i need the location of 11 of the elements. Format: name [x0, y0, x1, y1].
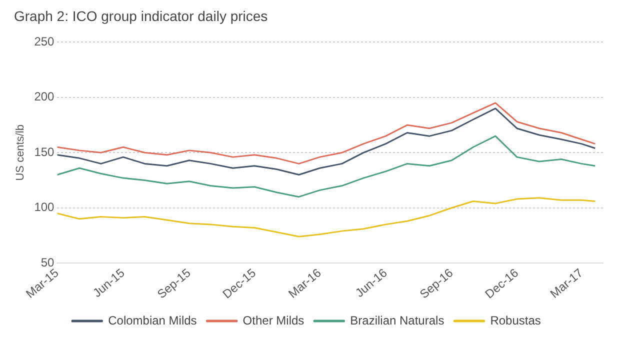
legend-label: Robustas — [490, 313, 541, 328]
legend-label: Brazilian Naturals — [350, 313, 444, 328]
y-tick-label: 200 — [34, 90, 55, 104]
y-axis-title: US cents/lb — [14, 124, 27, 181]
chart-title: Graph 2: ICO group indicator daily prices — [14, 8, 268, 24]
y-tick-label: 250 — [34, 34, 55, 49]
y-tick-label: 100 — [34, 200, 55, 214]
y-tick-label: 50 — [40, 255, 55, 270]
legend-label: Colombian Milds — [108, 313, 197, 328]
y-tick-label: 150 — [34, 144, 55, 159]
legend-label: Other Milds — [242, 313, 304, 328]
